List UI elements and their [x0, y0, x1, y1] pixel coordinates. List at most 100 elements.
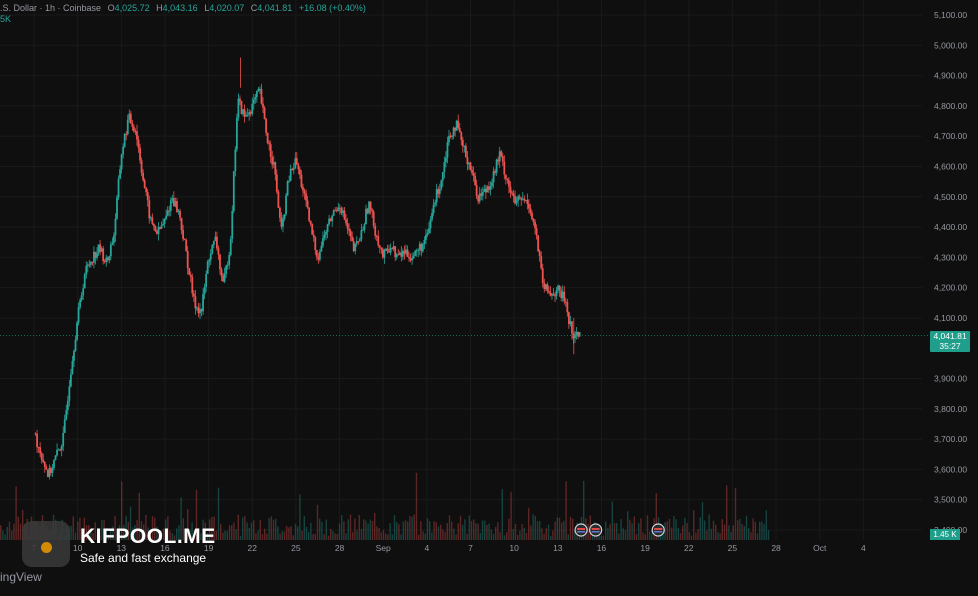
volume-bar — [116, 533, 118, 540]
volume-bar — [19, 523, 22, 540]
tradingview-brand[interactable]: ingView — [0, 570, 42, 584]
candle-body — [540, 256, 543, 269]
candle-body — [412, 255, 415, 259]
candle-body — [440, 180, 443, 189]
volume-bar — [253, 520, 255, 540]
y-tick-label: 4,900.00 — [934, 71, 967, 81]
candle-body — [429, 219, 432, 229]
volume-bar — [464, 519, 466, 540]
volume-bar — [415, 472, 418, 540]
volume-bar — [664, 522, 666, 540]
candle-body — [86, 264, 89, 266]
candle-body — [225, 265, 228, 274]
candle-body — [202, 294, 204, 312]
volume-bar — [4, 534, 6, 540]
x-tick-label: 25 — [728, 543, 738, 553]
candle-body — [475, 184, 478, 196]
volume-bar — [299, 494, 301, 540]
volume-bar — [233, 522, 235, 540]
volume-bar — [200, 533, 202, 540]
volume-bar — [151, 516, 154, 540]
volume-bar — [616, 522, 618, 540]
candle-body — [506, 178, 509, 181]
volume-bar — [591, 535, 594, 540]
candle-body — [420, 243, 423, 252]
volume-bar — [739, 519, 741, 540]
volume-bar — [413, 514, 415, 540]
candle-body — [137, 139, 140, 148]
volume-bar — [70, 525, 72, 540]
candle-body — [552, 293, 555, 296]
volume-bar — [125, 515, 127, 540]
volume-bar — [690, 535, 693, 540]
candle-body — [89, 261, 92, 265]
candle-body — [76, 322, 78, 340]
volume-bar — [457, 523, 459, 540]
candle-body — [88, 264, 91, 266]
volume-bar — [743, 525, 745, 540]
candle-body — [117, 178, 120, 198]
volume-bar — [191, 522, 193, 540]
candle-body — [343, 210, 346, 220]
volume-bar — [347, 519, 349, 540]
volume-bar — [754, 521, 756, 540]
volume-bar — [565, 481, 567, 540]
candle-body — [566, 302, 569, 313]
candle-body — [311, 224, 314, 235]
candle-body — [491, 182, 493, 187]
candle-body — [489, 186, 492, 190]
volume-bar — [704, 520, 706, 540]
volume-bar — [534, 515, 536, 540]
volume-bar — [213, 516, 215, 540]
volume-bar — [279, 533, 281, 540]
volume-bar — [105, 528, 107, 540]
candle-body — [466, 157, 469, 165]
candle-body — [571, 321, 573, 334]
candle-body — [501, 156, 504, 162]
candle-body — [348, 228, 350, 231]
volume-bar — [217, 487, 220, 540]
candle-body — [554, 295, 556, 297]
high-value: 4,043.16 — [162, 3, 198, 13]
volume-bar — [633, 516, 635, 540]
volume-bar — [303, 516, 305, 540]
candle-body — [523, 198, 526, 201]
candle-body — [318, 251, 321, 260]
volume-bar — [92, 532, 94, 540]
candle-body — [229, 238, 232, 256]
volume-bar — [732, 525, 734, 540]
volume-bar — [244, 515, 246, 540]
volume-bar — [440, 524, 442, 540]
volume-bar — [215, 530, 217, 540]
volume-bar — [294, 523, 297, 540]
candle-body — [189, 274, 192, 278]
volume-bar — [752, 518, 754, 540]
volume-bar — [257, 530, 259, 540]
volume-bar — [336, 533, 338, 540]
candle-body — [526, 199, 529, 204]
candle-body — [495, 159, 498, 173]
volume-bar — [266, 533, 268, 540]
volume-bar — [380, 532, 382, 540]
volume-bar — [556, 517, 558, 540]
volume-bar — [429, 521, 431, 540]
candle-body — [62, 432, 65, 447]
candle-body — [265, 118, 267, 133]
candle-body — [345, 219, 347, 224]
volume-bar — [418, 534, 420, 540]
candle-body — [337, 207, 340, 212]
candle-body — [326, 224, 329, 232]
volume-bar — [745, 515, 748, 540]
volume-bar — [382, 529, 385, 540]
candle-body — [105, 257, 108, 262]
candle-body — [529, 208, 532, 213]
volume-bar — [140, 521, 143, 540]
volume-bar — [369, 519, 371, 540]
candle-body — [279, 207, 281, 218]
candle-body — [57, 449, 60, 451]
volume-bar — [195, 489, 198, 540]
candle-body — [156, 231, 158, 234]
volume-bar — [189, 528, 191, 540]
